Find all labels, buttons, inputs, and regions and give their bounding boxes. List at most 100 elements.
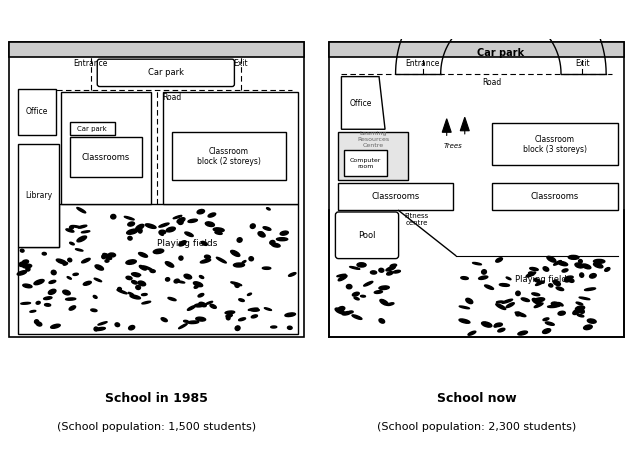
Ellipse shape [357,263,366,267]
Bar [344,150,387,176]
Ellipse shape [530,267,538,271]
Ellipse shape [575,263,584,268]
Ellipse shape [346,285,352,289]
Ellipse shape [374,290,383,294]
Ellipse shape [145,224,156,228]
Ellipse shape [335,308,344,314]
Ellipse shape [237,238,242,242]
Ellipse shape [258,232,265,237]
Text: Trees: Trees [444,143,462,149]
Ellipse shape [459,319,470,323]
Ellipse shape [264,308,271,310]
Ellipse shape [159,230,166,234]
Ellipse shape [577,314,584,317]
Ellipse shape [588,319,596,323]
Ellipse shape [115,323,120,327]
Text: Classroom
block (2 storeys): Classroom block (2 storeys) [197,147,261,166]
Ellipse shape [98,322,107,325]
Ellipse shape [193,282,203,287]
Ellipse shape [36,322,42,326]
Text: (School population: 2,300 students): (School population: 2,300 students) [377,422,577,432]
Ellipse shape [20,249,24,252]
Text: Pool: Pool [358,231,376,240]
Ellipse shape [553,281,561,285]
Ellipse shape [76,249,83,251]
Ellipse shape [166,278,170,281]
Ellipse shape [543,318,549,321]
Ellipse shape [393,270,401,273]
Ellipse shape [506,277,511,280]
Ellipse shape [78,225,87,228]
Ellipse shape [45,304,51,306]
Ellipse shape [72,226,81,228]
Ellipse shape [165,262,173,267]
Bar [61,92,151,204]
Ellipse shape [543,267,548,271]
Bar [330,42,624,57]
Ellipse shape [159,233,163,235]
Ellipse shape [150,270,156,272]
Ellipse shape [201,241,207,245]
Ellipse shape [482,270,486,274]
Text: Classrooms: Classrooms [531,193,579,202]
Ellipse shape [379,268,384,272]
Ellipse shape [576,302,582,305]
Ellipse shape [205,255,211,259]
Ellipse shape [271,326,276,328]
Ellipse shape [557,262,568,266]
Ellipse shape [105,260,109,262]
Ellipse shape [558,311,565,315]
Ellipse shape [551,302,560,307]
Ellipse shape [124,216,134,220]
Ellipse shape [379,286,389,290]
Ellipse shape [65,298,76,300]
Ellipse shape [380,299,388,305]
Text: Road: Road [482,78,502,87]
Ellipse shape [140,266,147,270]
Ellipse shape [142,301,150,304]
Ellipse shape [262,267,271,269]
Ellipse shape [188,321,198,324]
Ellipse shape [194,285,198,288]
Ellipse shape [353,292,359,296]
Ellipse shape [93,295,97,299]
Ellipse shape [360,295,365,297]
Bar [19,144,59,247]
Text: Library: Library [25,191,52,200]
Ellipse shape [548,284,553,287]
Ellipse shape [70,226,74,229]
Ellipse shape [575,306,584,311]
Ellipse shape [208,213,216,217]
Ellipse shape [270,240,275,244]
Ellipse shape [379,319,385,323]
Ellipse shape [82,258,90,263]
Ellipse shape [23,284,32,288]
Ellipse shape [589,274,596,278]
Ellipse shape [166,227,175,232]
Text: Playing fields: Playing fields [157,239,217,248]
Ellipse shape [287,326,292,329]
Ellipse shape [200,276,204,278]
Text: Car park: Car park [77,126,107,132]
Text: Classroom
block (3 storeys): Classroom block (3 storeys) [523,134,587,154]
Ellipse shape [390,264,397,267]
Ellipse shape [196,317,205,321]
Ellipse shape [543,329,550,333]
Ellipse shape [248,293,252,295]
Ellipse shape [188,219,197,222]
Text: Classrooms: Classrooms [81,153,130,162]
Ellipse shape [536,281,544,285]
Ellipse shape [26,267,30,271]
Ellipse shape [460,306,470,309]
Ellipse shape [289,273,296,276]
Ellipse shape [66,229,74,232]
Bar [70,137,142,177]
Ellipse shape [285,313,296,317]
Ellipse shape [526,272,536,277]
Ellipse shape [573,309,580,314]
Bar [172,132,286,180]
Ellipse shape [387,272,393,275]
Bar [492,184,618,211]
Ellipse shape [564,278,570,282]
Text: Classrooms: Classrooms [371,193,420,202]
